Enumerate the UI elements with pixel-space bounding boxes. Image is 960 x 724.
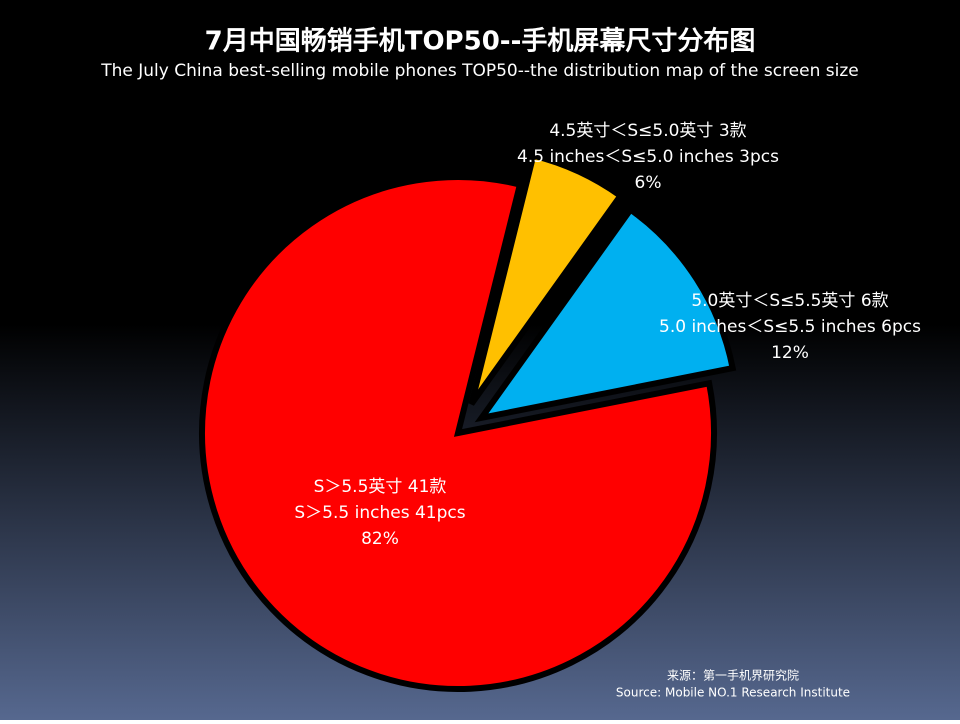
pie-slice [474,205,737,423]
slice-label: 5.0英寸＜S≤5.5英寸 6款 [691,291,888,311]
value-label: 6% [635,173,662,193]
source: Source: Mobile NO.1 Research Institute [616,686,850,700]
slice-label: S＞5.5英寸 41款 [314,477,447,497]
value-label: 12% [771,343,809,363]
value-label: 82% [361,529,399,549]
pie-slice [199,174,717,692]
pie-slice [468,151,625,406]
chart-title: 7月中国畅销手机TOP50--手机屏幕尺寸分布图 [205,27,756,57]
slice-label: 5.0 inches＜S≤5.5 inches 6pcs [659,317,921,337]
slice-label: 4.5 inches＜S≤5.0 inches 3pcs [517,147,779,167]
slice-label: 4.5英寸＜S≤5.0英寸 3款 [549,121,746,141]
source: 来源：第一手机界研究院 [667,668,799,683]
slice-label: S＞5.5 inches 41pcs [294,503,465,523]
chart-subtitle: The July China best-selling mobile phone… [100,61,859,81]
